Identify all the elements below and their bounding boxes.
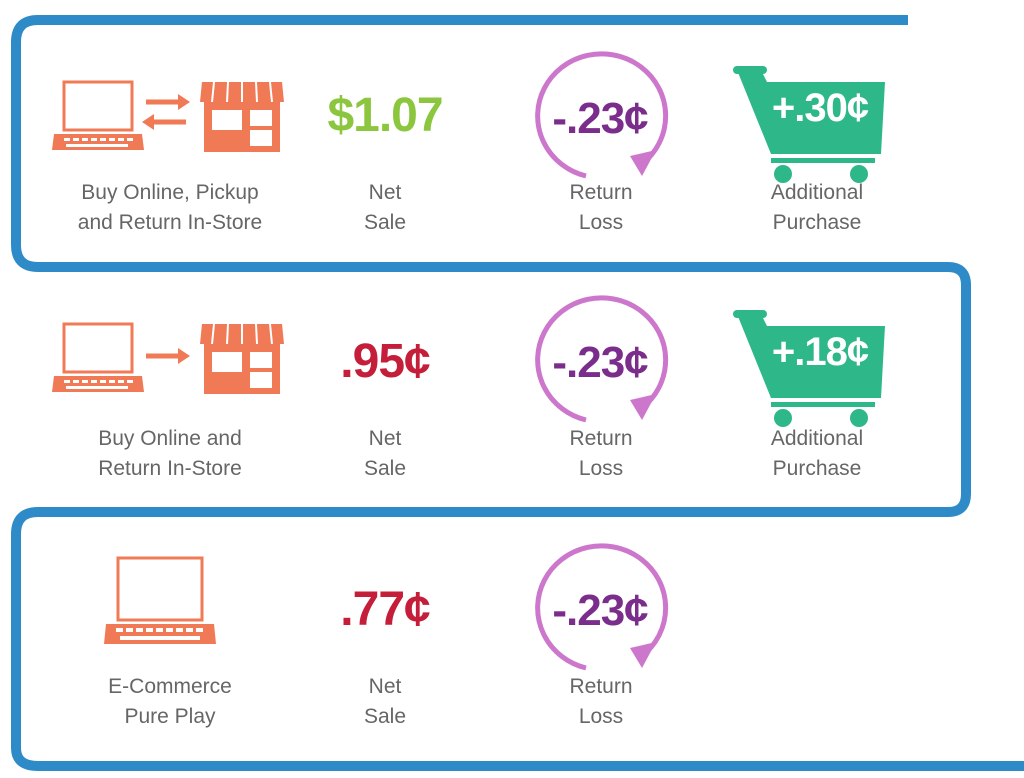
return-loss-value: -.23¢ — [552, 338, 648, 387]
laptop-icon — [104, 556, 216, 644]
channel-label: E-Commerce Pure Play — [108, 675, 232, 728]
row-bopis: Buy Online, Pickup and Return In-Store $1… — [0, 0, 1024, 262]
additional-purchase-value: +.30¢ — [771, 86, 869, 130]
return-loss-value: -.23¢ — [552, 94, 648, 143]
return-loss-value: -.23¢ — [552, 586, 648, 635]
shopping-cart-icon — [733, 66, 885, 183]
laptop-to-store-roundtrip-icon — [52, 80, 284, 152]
return-loss-arrow-icon — [535, 295, 669, 423]
net-sale-label: Net Sale — [363, 675, 407, 728]
return-loss-label: Return Loss — [569, 675, 633, 728]
channel-label: Buy Online and Return In-Store — [98, 427, 242, 480]
net-sale-value: .77¢ — [340, 583, 430, 636]
row-ecommerce: E-Commerce Pure Play .77¢ Net Sale -.23¢ R… — [0, 512, 1024, 778]
return-loss-label: Return Loss — [569, 427, 633, 480]
shopping-cart-icon — [733, 310, 885, 427]
return-loss-arrow-icon — [535, 543, 669, 671]
net-sale-value: .95¢ — [340, 335, 430, 388]
channel-label: Buy Online, Pickup and Return In-Store — [77, 181, 263, 234]
additional-purchase-value: +.18¢ — [771, 330, 869, 374]
additional-purchase-label: Additional Purchase — [770, 181, 864, 234]
laptop-to-store-icon — [52, 322, 284, 394]
net-sale-value: $1.07 — [327, 89, 443, 142]
row-boris: Buy Online and Return In-Store .95¢ Net Sa… — [0, 262, 1024, 512]
additional-purchase-label: Additional Purchase — [770, 427, 864, 480]
return-loss-label: Return Loss — [569, 181, 633, 234]
net-sale-label: Net Sale — [363, 427, 407, 480]
net-sale-label: Net Sale — [363, 181, 407, 234]
return-loss-arrow-icon — [535, 51, 669, 179]
